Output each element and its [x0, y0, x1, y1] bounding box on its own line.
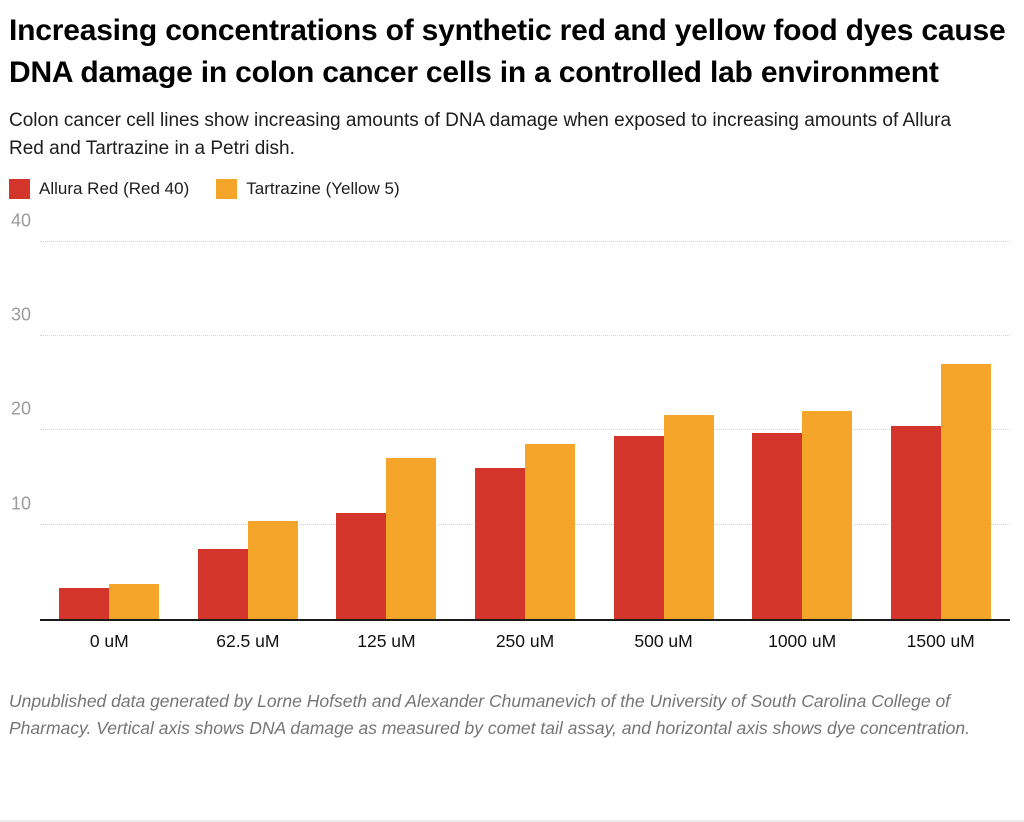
bar-tartrazine — [109, 584, 160, 619]
bar-tartrazine — [802, 410, 853, 619]
bar-allura-red — [197, 549, 248, 619]
bar-tartrazine — [247, 520, 298, 619]
bar-allura-red — [336, 513, 387, 619]
y-axis-tick-label: 30 — [10, 304, 31, 325]
bar-allura-red — [890, 425, 941, 619]
x-axis-tick-label: 1500 uM — [906, 631, 975, 651]
x-axis-tick-label: 125 uM — [357, 631, 416, 651]
legend: Allura Red (Red 40) Tartrazine (Yellow 5) — [9, 179, 1014, 199]
bar-tartrazine — [663, 415, 714, 619]
bar-tartrazine — [940, 364, 991, 619]
legend-label: Allura Red (Red 40) — [39, 179, 190, 198]
legend-item: Tartrazine (Yellow 5) — [216, 179, 400, 199]
chart-subtitle: Colon cancer cell lines show increasing … — [9, 110, 952, 159]
bar-tartrazine — [386, 457, 437, 619]
bar-chart: 10 20 30 40 0 uM 62.5 uM 125 uM 250 uM 500 uM 10… — [9, 210, 1014, 659]
source-note: Unpublished data generated by Lorne Hofs… — [9, 691, 970, 738]
y-axis-tick-label: 10 — [10, 493, 31, 514]
x-axis-tick-label: 500 uM — [634, 631, 693, 651]
chart-title: Increasing concentrations of synthetic r… — [9, 14, 1006, 89]
legend-label: Tartrazine (Yellow 5) — [246, 179, 400, 198]
bar-allura-red — [613, 436, 664, 619]
x-axis-tick-label: 0 uM — [89, 631, 129, 651]
bar-tartrazine — [525, 443, 575, 619]
x-axis-tick-label: 62.5 uM — [216, 631, 280, 651]
bar-allura-red — [752, 433, 803, 619]
x-axis-tick-label: 250 uM — [495, 631, 555, 651]
plot-area: 10 20 30 40 — [11, 210, 1010, 621]
bar-allura-red — [475, 468, 525, 619]
y-axis-tick-label: 20 — [10, 398, 31, 419]
legend-item: Allura Red (Red 40) — [9, 179, 189, 199]
y-axis-tick-label: 40 — [10, 210, 31, 231]
bar-allura-red — [59, 587, 110, 619]
legend-swatch-icon — [216, 179, 238, 199]
gridline — [40, 429, 1010, 431]
gridline — [40, 240, 1010, 242]
x-axis-labels: 0 uM 62.5 uM 125 uM 250 uM 500 uM 1000 uM 1500… — [40, 631, 1010, 657]
x-axis-tick-label: 1000 uM — [768, 631, 837, 651]
legend-swatch-icon — [9, 179, 30, 199]
gridline — [40, 335, 1010, 337]
